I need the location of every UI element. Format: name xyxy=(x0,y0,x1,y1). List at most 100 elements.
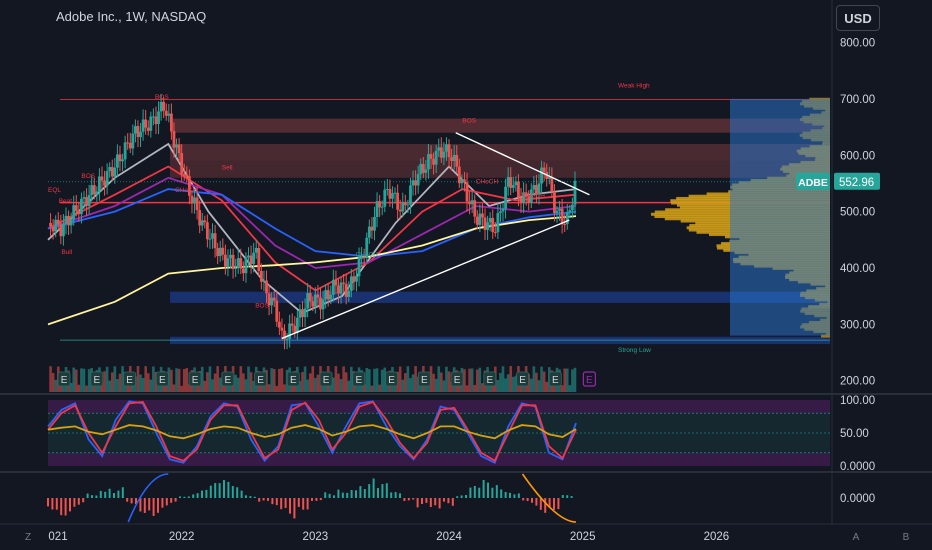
volume-bar xyxy=(565,368,569,392)
candle xyxy=(244,257,248,274)
candle xyxy=(478,213,482,225)
volume-bar xyxy=(383,367,387,392)
volume-bar xyxy=(473,384,477,392)
histogram-bar xyxy=(328,493,331,498)
volume-bar xyxy=(270,368,273,392)
histogram-bar xyxy=(82,498,85,503)
volume-bar xyxy=(62,381,65,392)
log-scale-button[interactable]: B xyxy=(902,531,910,543)
candle xyxy=(473,200,477,217)
candle xyxy=(432,158,436,165)
histogram-bar xyxy=(465,495,468,498)
candle xyxy=(221,247,225,255)
smc-annotation: CHoCH xyxy=(476,178,499,185)
candle xyxy=(316,294,320,298)
histogram-bar xyxy=(473,486,476,498)
earnings-marker-label: E xyxy=(192,375,199,386)
price-axis-label: 400.00 xyxy=(840,263,875,275)
earnings-marker-label: E xyxy=(421,375,428,386)
candle xyxy=(241,268,245,274)
volume-bar xyxy=(432,373,435,392)
histogram-axis-label: 0.0000 xyxy=(840,493,875,505)
zone-band xyxy=(170,291,830,303)
auto-scale-button[interactable]: A xyxy=(852,531,860,543)
volume-bar xyxy=(236,377,240,392)
currency-button[interactable]: USD xyxy=(836,5,880,31)
volume-bar xyxy=(108,380,111,392)
histogram-bar xyxy=(438,498,441,509)
candle xyxy=(134,126,137,134)
candle xyxy=(403,202,407,206)
histogram-bar xyxy=(223,480,226,498)
earnings-marker-label: E xyxy=(126,375,133,386)
earnings-marker xyxy=(319,371,333,387)
volume-bar xyxy=(463,369,466,392)
candle xyxy=(499,211,502,214)
candle xyxy=(429,154,433,159)
volume-bar xyxy=(563,368,567,392)
candle xyxy=(247,255,250,258)
volume-bar xyxy=(529,378,533,392)
zoom-button[interactable]: Z xyxy=(24,531,32,543)
histogram-bar xyxy=(60,498,63,516)
candle xyxy=(69,219,73,226)
histogram-bar xyxy=(73,498,76,507)
candle xyxy=(326,290,330,300)
candle xyxy=(553,191,556,214)
histogram-bar xyxy=(170,498,173,503)
volume-bar xyxy=(344,372,348,392)
volume-bar xyxy=(314,377,317,392)
histogram-bar xyxy=(64,498,67,516)
level-label: Weak High xyxy=(618,82,650,89)
volume-bar xyxy=(185,368,189,392)
volume-bar xyxy=(203,380,207,392)
earnings-marker-label: E xyxy=(323,375,330,386)
volume-bar xyxy=(51,373,55,392)
histogram-bar xyxy=(346,492,349,498)
histogram-bar xyxy=(548,498,551,508)
volume-bar xyxy=(488,381,492,392)
smc-annotation: CHoCH xyxy=(175,187,198,194)
candle xyxy=(254,248,258,253)
volume-bar xyxy=(213,373,217,392)
candle xyxy=(491,218,495,233)
smc-annotation: CHoCH xyxy=(355,252,378,259)
volume-bar xyxy=(380,369,384,392)
earnings-marker xyxy=(123,371,136,387)
candle xyxy=(213,233,217,249)
candle xyxy=(447,144,451,158)
level-label: Strong Low xyxy=(618,347,651,354)
candle xyxy=(324,290,328,300)
histogram-bar xyxy=(469,487,472,498)
candle xyxy=(524,192,528,197)
volume-bar xyxy=(362,384,366,392)
candle xyxy=(157,111,160,125)
earnings-marker xyxy=(548,371,562,387)
smc-annotation: BOS xyxy=(462,118,476,125)
candle xyxy=(370,226,374,231)
candle xyxy=(175,144,178,148)
candle xyxy=(85,197,88,206)
volume-bar xyxy=(476,369,479,392)
histogram-bar xyxy=(99,490,102,498)
smc-annotation: Beat xyxy=(59,198,73,205)
candle xyxy=(483,217,487,230)
candle xyxy=(342,282,346,284)
volume-bar xyxy=(442,380,446,392)
earnings-marker xyxy=(352,371,366,387)
candle xyxy=(383,189,387,207)
earnings-marker xyxy=(516,371,529,387)
oscillator-line xyxy=(47,424,577,440)
volume-bar xyxy=(177,368,181,392)
candle xyxy=(344,283,348,297)
histogram-bar xyxy=(482,480,485,498)
volume-bar xyxy=(249,372,253,392)
volume-bar xyxy=(92,383,96,392)
earnings-marker-label: E xyxy=(224,375,231,386)
oversold-band xyxy=(48,452,830,466)
volume-bar xyxy=(514,375,518,392)
histogram-bar xyxy=(363,489,366,498)
candle xyxy=(542,167,546,173)
histogram-bar xyxy=(55,498,58,510)
